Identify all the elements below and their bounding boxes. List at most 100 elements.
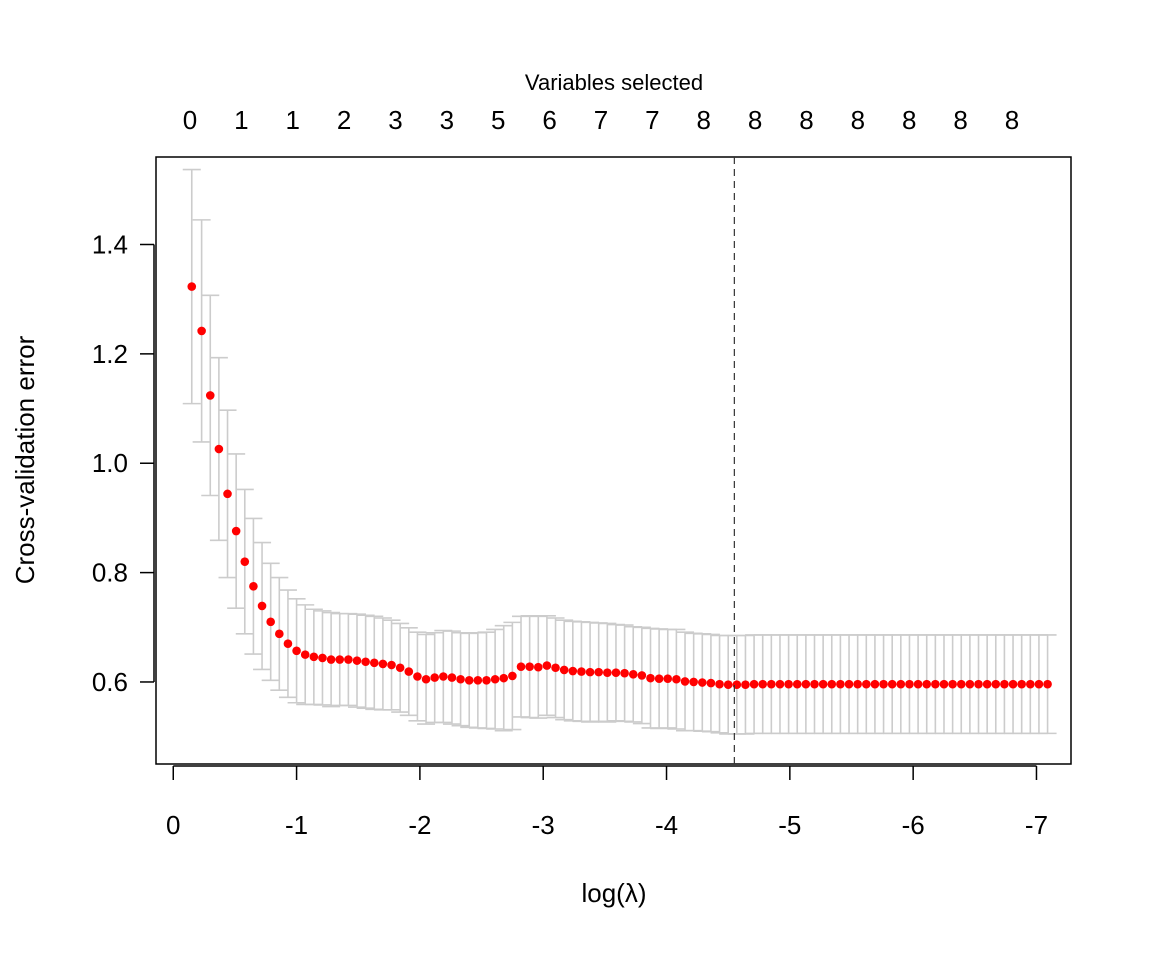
- data-point: [551, 663, 560, 673]
- data-point: [1026, 679, 1035, 689]
- data-point: [361, 657, 370, 667]
- data-point: [982, 679, 992, 689]
- x-tick-label: -7: [1025, 810, 1048, 840]
- data-point: [767, 679, 776, 689]
- data-point: [715, 679, 724, 689]
- top-axis-label: 8: [1005, 105, 1019, 135]
- data-point: [879, 679, 888, 689]
- top-axis-label: 7: [645, 105, 659, 135]
- data-point: [956, 679, 966, 689]
- top-axis-label: 7: [594, 105, 608, 135]
- data-point: [603, 668, 612, 677]
- top-axis-label: 8: [902, 105, 916, 135]
- y-tick-label: 1.2: [92, 339, 128, 369]
- y-tick-label: 1.4: [92, 229, 128, 259]
- x-tick-label: -5: [778, 810, 801, 840]
- top-axis-label: 3: [440, 105, 454, 135]
- data-point: [283, 639, 293, 648]
- top-axis-label: 5: [491, 105, 505, 135]
- data-point: [447, 673, 457, 682]
- top-axis-label: 3: [388, 105, 402, 135]
- y-tick-label: 1.0: [92, 448, 128, 478]
- data-point: [1017, 679, 1026, 689]
- data-point: [344, 655, 353, 664]
- x-tick-label: 0: [166, 810, 180, 840]
- data-point: [335, 655, 345, 664]
- data-point: [741, 680, 750, 690]
- data-point: [404, 667, 414, 676]
- data-points: [187, 282, 1052, 690]
- data-point: [818, 679, 828, 689]
- data-point: [680, 677, 690, 686]
- top-axis-label: 8: [799, 105, 813, 135]
- data-point: [689, 677, 698, 687]
- top-axis-label: 2: [337, 105, 351, 135]
- data-point: [620, 668, 629, 678]
- data-point: [611, 668, 621, 677]
- data-point: [559, 665, 569, 675]
- data-point: [205, 391, 215, 400]
- data-point: [697, 678, 707, 687]
- data-point: [231, 526, 241, 536]
- data-point: [853, 679, 862, 689]
- data-point: [499, 673, 509, 683]
- data-point: [257, 601, 267, 611]
- data-point: [672, 674, 681, 684]
- data-point: [266, 617, 275, 627]
- data-point: [948, 679, 957, 689]
- data-point: [801, 679, 811, 689]
- data-point: [369, 658, 379, 668]
- x-tick-label: -6: [902, 810, 925, 840]
- data-point: [827, 679, 837, 689]
- data-point: [352, 656, 362, 665]
- data-point: [905, 679, 914, 689]
- data-point: [844, 679, 854, 689]
- data-point: [1008, 679, 1018, 689]
- top-axis: 0 1 1 2 3 3 5 6 7 7 8 8 8 8 8 8 8: [183, 105, 1019, 135]
- data-point: [749, 679, 759, 689]
- data-point: [723, 680, 733, 690]
- data-point: [482, 676, 491, 685]
- data-point: [516, 662, 526, 671]
- data-point: [585, 667, 595, 677]
- x-tick-label: -4: [655, 810, 678, 840]
- error-bars: [182, 168, 1057, 735]
- data-point: [939, 679, 949, 689]
- data-point: [464, 676, 474, 685]
- top-axis-label: 0: [183, 105, 197, 135]
- data-point: [542, 661, 552, 670]
- data-point: [309, 652, 319, 662]
- data-point: [456, 674, 465, 684]
- data-point: [525, 662, 534, 671]
- data-point: [395, 663, 405, 673]
- x-tick-label: -2: [408, 810, 431, 840]
- data-point: [594, 667, 604, 677]
- data-point: [413, 672, 422, 681]
- data-point: [1000, 679, 1009, 689]
- top-axis-label: 8: [748, 105, 762, 135]
- data-point: [974, 679, 983, 689]
- data-point: [378, 659, 388, 669]
- data-point: [628, 670, 638, 679]
- data-point: [1034, 679, 1044, 689]
- data-point: [249, 581, 258, 591]
- data-point: [775, 679, 785, 689]
- x-axis-title: log(λ): [581, 878, 646, 908]
- data-point: [214, 444, 224, 454]
- data-point: [922, 679, 932, 689]
- data-point: [896, 679, 906, 689]
- data-point: [663, 674, 673, 683]
- data-point: [326, 655, 336, 664]
- x-tick-label: -1: [285, 810, 308, 840]
- data-point: [421, 674, 431, 684]
- data-point: [784, 679, 793, 689]
- data-point: [533, 662, 543, 672]
- data-point: [318, 653, 327, 663]
- data-point: [637, 671, 647, 680]
- data-point: [792, 679, 802, 689]
- top-axis-label: 1: [234, 105, 248, 135]
- plot-frame: [155, 156, 1072, 765]
- data-point: [300, 650, 310, 659]
- top-axis-label: 6: [542, 105, 556, 135]
- data-point: [240, 557, 250, 566]
